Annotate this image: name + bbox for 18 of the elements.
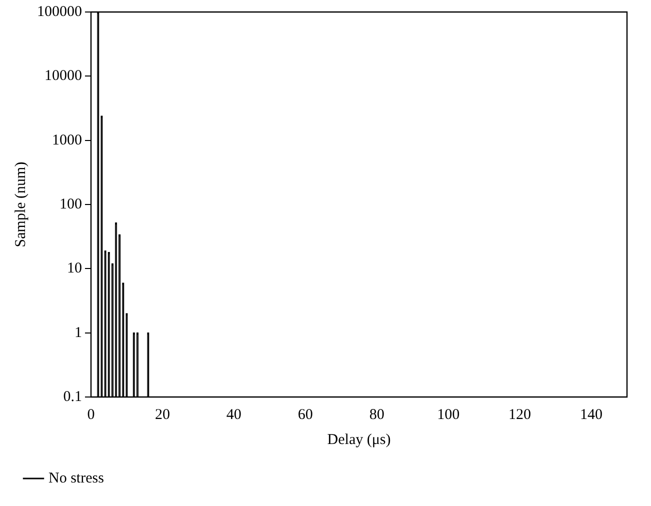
x-tick-label: 20: [154, 406, 170, 423]
x-tick-label: 80: [369, 406, 384, 423]
x-tick-label: 60: [298, 406, 313, 423]
legend-label: No stress: [48, 470, 104, 486]
x-axis-title: Delay (μs): [327, 432, 391, 448]
x-tick-label: 120: [508, 406, 532, 423]
y-axis-title: Sample (num): [12, 162, 29, 248]
x-tick-label: 140: [580, 406, 603, 423]
y-tick-label: 1: [74, 324, 82, 341]
y-tick-label: 10: [67, 260, 82, 277]
y-tick-label: 100000: [37, 4, 82, 20]
x-tick-label: 40: [226, 406, 242, 423]
y-tick-label: 1000: [52, 132, 82, 148]
x-tick-label: 100: [437, 406, 460, 423]
x-tick-label: 0: [87, 406, 95, 423]
y-tick-label: 10000: [44, 68, 82, 84]
y-tick-label: 100: [60, 196, 82, 212]
y-tick-label: 0.1: [63, 388, 82, 405]
